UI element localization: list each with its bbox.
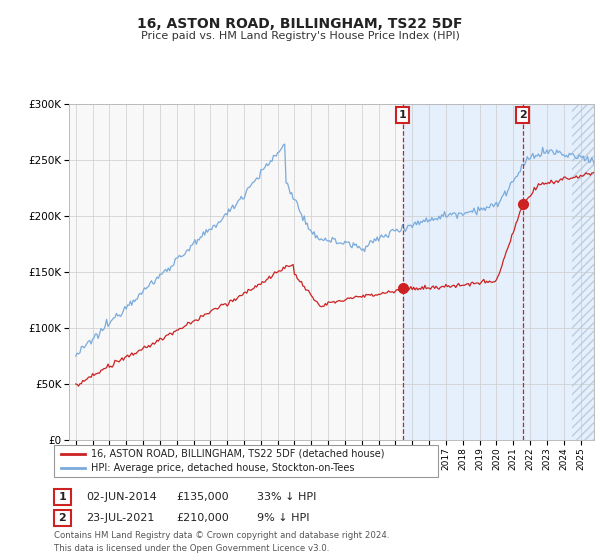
- Text: 2: 2: [59, 513, 66, 523]
- Text: 16, ASTON ROAD, BILLINGHAM, TS22 5DF (detached house): 16, ASTON ROAD, BILLINGHAM, TS22 5DF (de…: [91, 449, 385, 459]
- Text: 1: 1: [59, 492, 66, 502]
- Text: 16, ASTON ROAD, BILLINGHAM, TS22 5DF: 16, ASTON ROAD, BILLINGHAM, TS22 5DF: [137, 16, 463, 30]
- Text: £135,000: £135,000: [176, 492, 229, 502]
- Text: £210,000: £210,000: [176, 513, 229, 523]
- Text: 02-JUN-2014: 02-JUN-2014: [86, 492, 157, 502]
- Text: 33% ↓ HPI: 33% ↓ HPI: [257, 492, 316, 502]
- Bar: [572, 104, 598, 440]
- Bar: [403, 104, 598, 440]
- Bar: [572, 104, 598, 440]
- Text: 9% ↓ HPI: 9% ↓ HPI: [257, 513, 310, 523]
- Text: HPI: Average price, detached house, Stockton-on-Tees: HPI: Average price, detached house, Stoc…: [91, 463, 355, 473]
- Text: Price paid vs. HM Land Registry's House Price Index (HPI): Price paid vs. HM Land Registry's House …: [140, 31, 460, 41]
- Text: 1: 1: [398, 110, 406, 120]
- Text: Contains HM Land Registry data © Crown copyright and database right 2024.
This d: Contains HM Land Registry data © Crown c…: [54, 531, 389, 553]
- Text: 23-JUL-2021: 23-JUL-2021: [86, 513, 154, 523]
- Text: 2: 2: [519, 110, 527, 120]
